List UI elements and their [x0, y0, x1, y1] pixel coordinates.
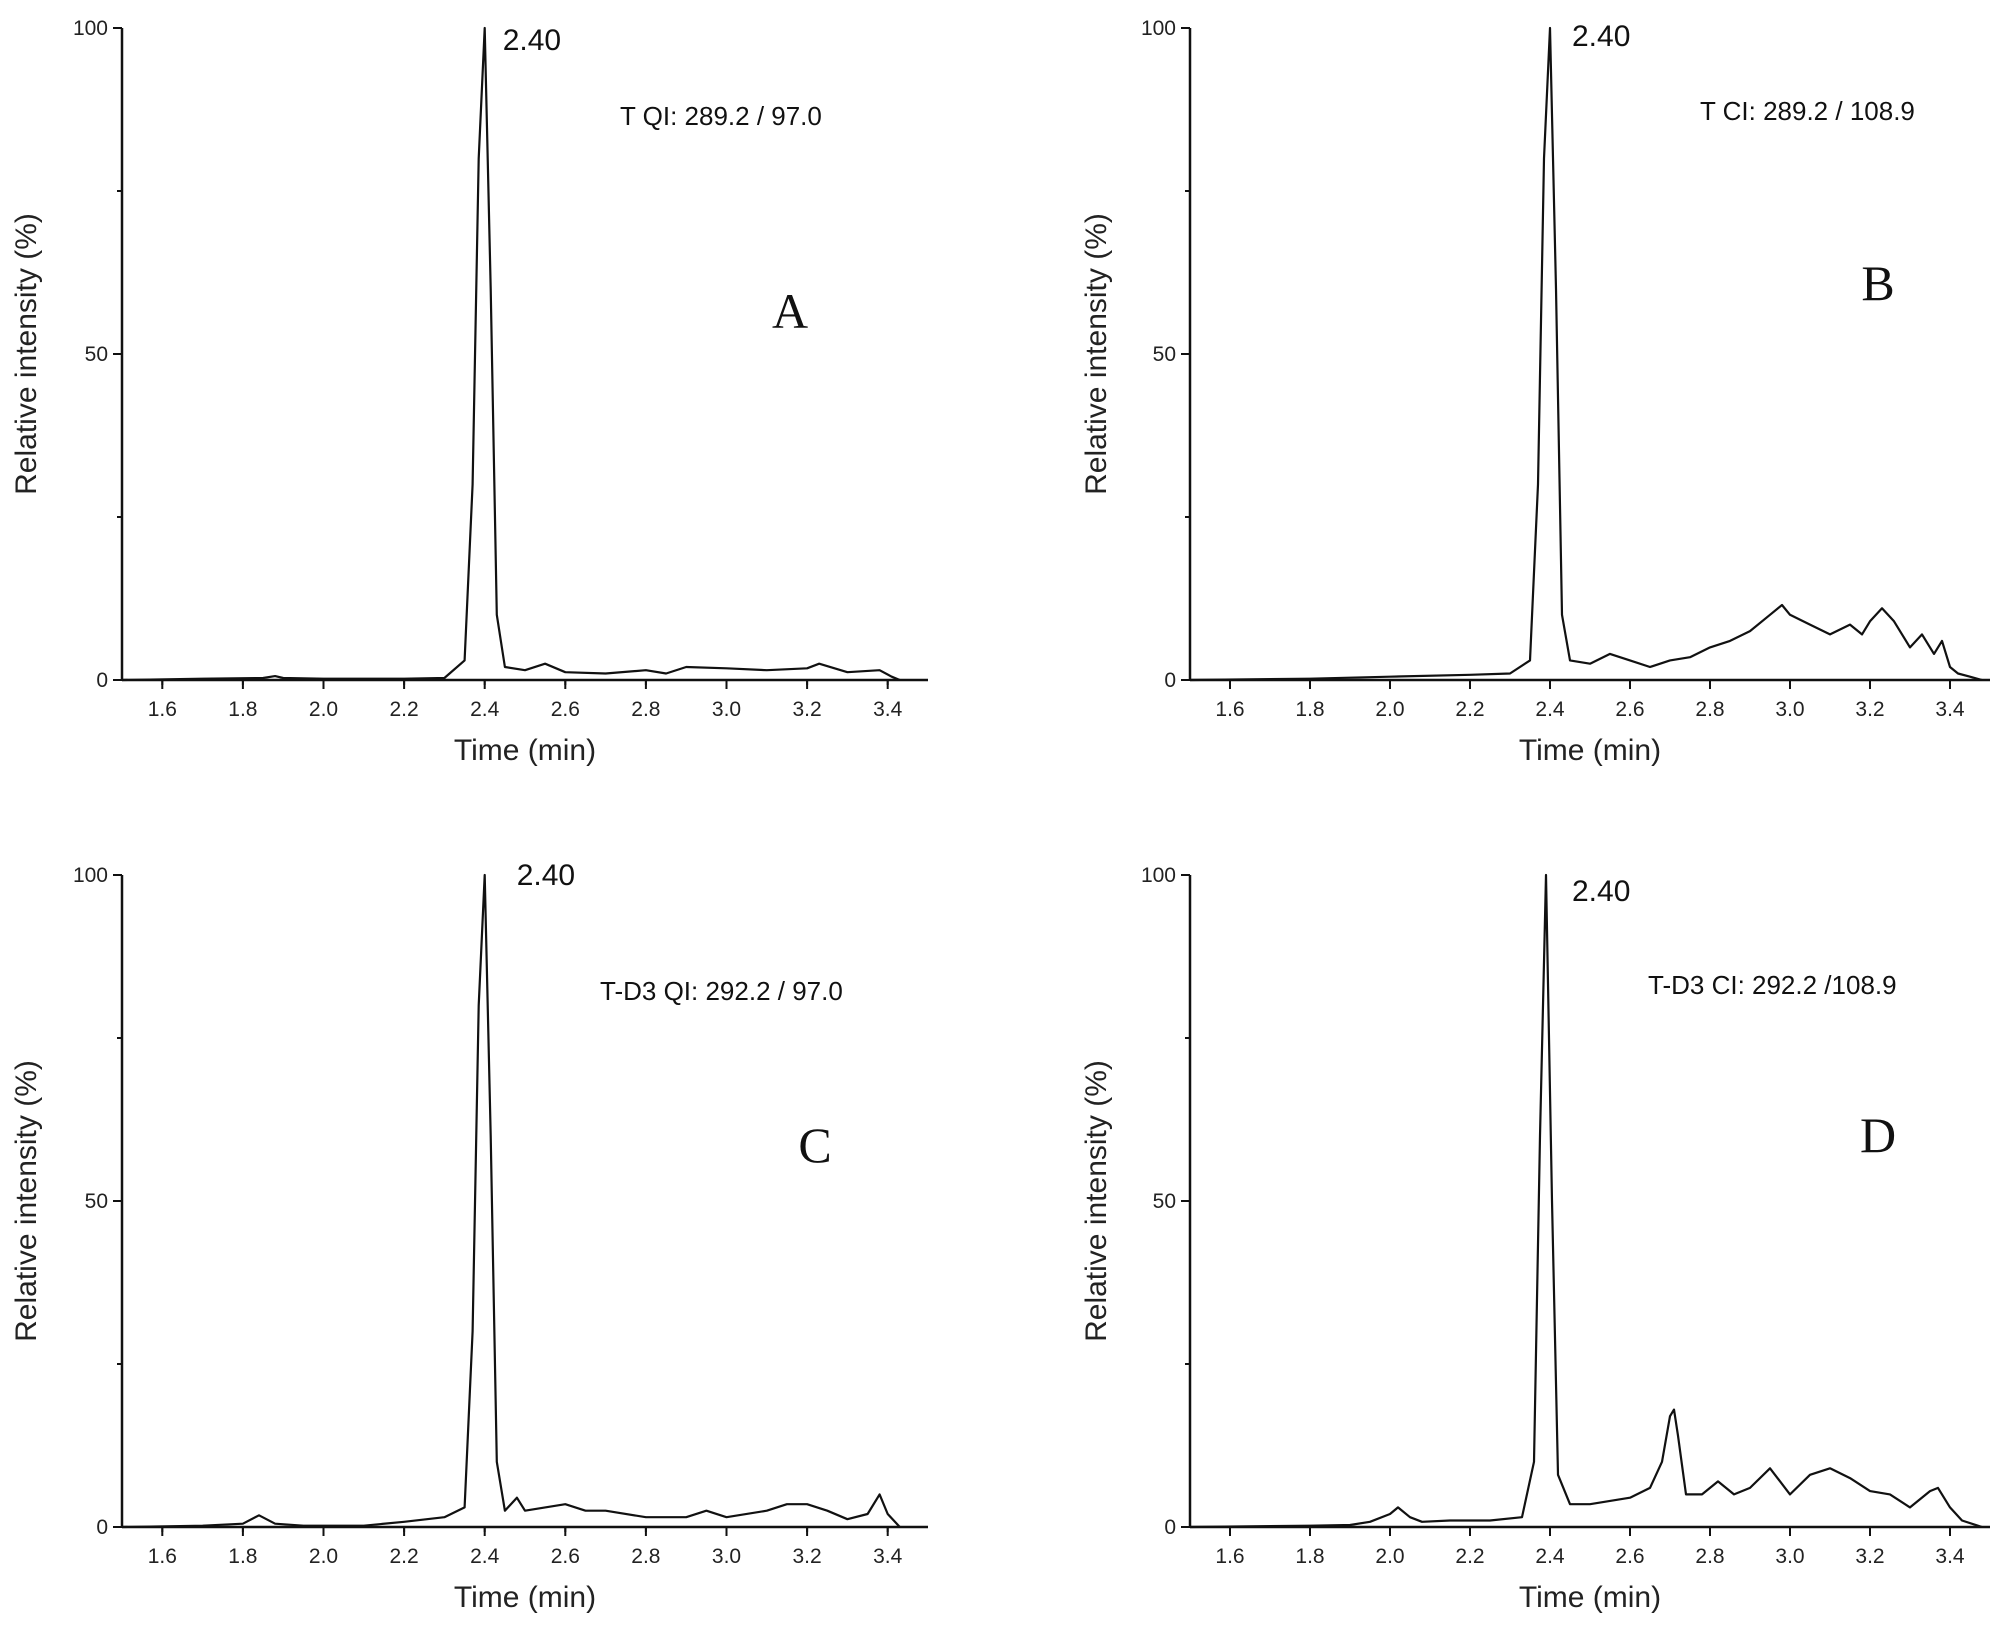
y-tick-label: 50 — [85, 1190, 108, 1213]
y-tick-label: 50 — [1153, 1190, 1176, 1213]
x-tick-label: 2.6 — [551, 1545, 580, 1568]
chromatogram-trace — [1189, 26, 1983, 682]
x-tick-label: 3.2 — [1855, 1545, 1884, 1568]
x-tick-label: 2.0 — [309, 1545, 338, 1568]
peak-label: 2.40 — [1572, 20, 1630, 53]
x-tick-label: 2.2 — [1455, 698, 1484, 721]
x-axis-title: Time (min) — [1519, 1581, 1661, 1614]
x-tick-label: 2.0 — [309, 698, 338, 721]
x-tick-label: 3.4 — [873, 698, 903, 721]
chromatogram-trace — [121, 26, 901, 682]
x-tick-label: 2.4 — [1535, 698, 1565, 721]
x-tick-label: 1.8 — [228, 1545, 257, 1568]
x-tick-label: 2.4 — [470, 698, 500, 721]
chart-panel-c: 1.6 1.8 2.0 2.2 2.4 2.6 2.8 3.0 3.2 3.4 0 50 100 Time… — [10, 859, 928, 1614]
x-tick-label: 3.2 — [792, 698, 821, 721]
chart-panel-d: 1.6 1.8 2.0 2.2 2.4 2.6 2.8 3.0 3.2 3.4 0 50 100 Time… — [1080, 864, 1990, 1614]
x-tick-label: 2.8 — [631, 698, 660, 721]
y-axis-title: Relative intensity (%) — [1080, 1060, 1113, 1342]
x-tick-label: 2.6 — [1615, 698, 1644, 721]
x-axis-title: Time (min) — [1519, 734, 1661, 767]
x-axis-title: Time (min) — [454, 734, 596, 767]
x-tick-label: 1.8 — [1295, 1545, 1324, 1568]
y-tick-label: 100 — [73, 864, 108, 887]
x-tick-label: 2.4 — [1535, 1545, 1565, 1568]
x-tick-label: 1.8 — [1295, 698, 1324, 721]
y-axis-title: Relative intensity (%) — [10, 213, 43, 495]
x-tick-label: 2.2 — [1455, 1545, 1484, 1568]
chromatogram-trace — [121, 873, 901, 1529]
y-tick-label: 0 — [96, 1516, 108, 1539]
x-tick-label: 3.4 — [873, 1545, 903, 1568]
x-tick-label: 3.4 — [1935, 1545, 1965, 1568]
y-tick-label: 50 — [85, 343, 108, 366]
chromatogram-trace — [1189, 873, 1983, 1529]
y-tick-label: 0 — [96, 669, 108, 692]
x-tick-label: 2.8 — [1695, 1545, 1724, 1568]
y-axis-title: Relative intensity (%) — [10, 1060, 43, 1342]
x-tick-label: 2.6 — [1615, 1545, 1644, 1568]
y-axis-title: Relative intensity (%) — [1080, 213, 1113, 495]
y-tick-label: 0 — [1164, 1516, 1176, 1539]
x-tick-label: 2.2 — [389, 698, 418, 721]
transition-annotation: T QI: 289.2 / 97.0 — [620, 101, 822, 131]
x-tick-label: 2.2 — [389, 1545, 418, 1568]
peak-label: 2.40 — [503, 24, 561, 57]
transition-annotation: T-D3 CI: 292.2 /108.9 — [1648, 970, 1897, 1000]
panel-letter: A — [772, 283, 808, 339]
x-axis-title: Time (min) — [454, 1581, 596, 1614]
x-tick-label: 2.8 — [1695, 698, 1724, 721]
chart-panel-a: 1.6 1.8 2.0 2.2 2.4 2.6 2.8 3.0 3.2 3.4 0 50 100 Time… — [10, 17, 928, 767]
x-tick-label: 3.2 — [792, 1545, 821, 1568]
x-tick-label: 3.2 — [1855, 698, 1884, 721]
x-tick-label: 1.6 — [148, 698, 177, 721]
panel-letter: C — [798, 1117, 831, 1173]
y-tick-label: 50 — [1153, 343, 1176, 366]
x-tick-label: 1.6 — [148, 1545, 177, 1568]
x-tick-label: 3.0 — [1775, 698, 1804, 721]
x-tick-label: 3.0 — [712, 1545, 741, 1568]
x-tick-label: 1.8 — [228, 698, 257, 721]
x-tick-label: 1.6 — [1215, 1545, 1244, 1568]
x-tick-label: 3.0 — [712, 698, 741, 721]
y-tick-label: 0 — [1164, 669, 1176, 692]
x-tick-label: 3.4 — [1935, 698, 1965, 721]
x-tick-label: 2.0 — [1375, 1545, 1404, 1568]
x-tick-label: 2.6 — [551, 698, 580, 721]
panel-letter: D — [1860, 1107, 1896, 1163]
y-tick-label: 100 — [1141, 17, 1176, 40]
panel-letter: B — [1861, 255, 1894, 311]
y-tick-label: 100 — [73, 17, 108, 40]
x-tick-label: 2.8 — [631, 1545, 660, 1568]
x-tick-label: 3.0 — [1775, 1545, 1804, 1568]
peak-label: 2.40 — [1572, 875, 1630, 908]
x-tick-label: 1.6 — [1215, 698, 1244, 721]
transition-annotation: T CI: 289.2 / 108.9 — [1700, 96, 1915, 126]
x-tick-label: 2.0 — [1375, 698, 1404, 721]
chart-panel-b: 1.6 1.8 2.0 2.2 2.4 2.6 2.8 3.0 3.2 3.4 0 50 100 Time… — [1080, 17, 1990, 767]
x-tick-label: 2.4 — [470, 1545, 500, 1568]
y-tick-label: 100 — [1141, 864, 1176, 887]
peak-label: 2.40 — [517, 859, 575, 892]
transition-annotation: T-D3 QI: 292.2 / 97.0 — [600, 976, 843, 1006]
